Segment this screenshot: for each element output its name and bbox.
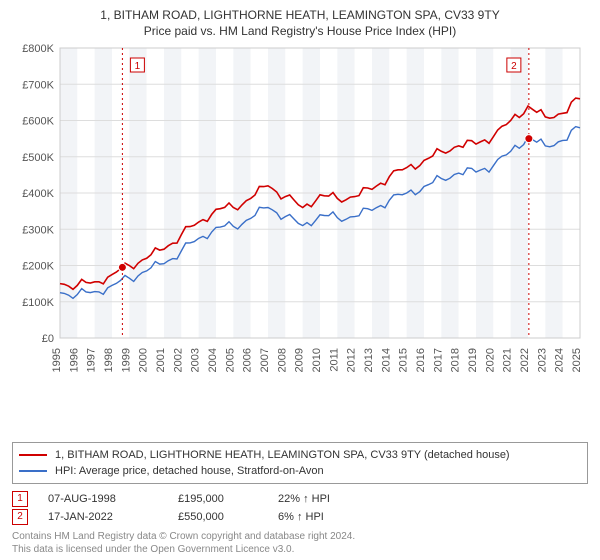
svg-text:2013: 2013 <box>363 348 375 372</box>
legend-swatch-price <box>19 454 47 456</box>
svg-text:2018: 2018 <box>450 348 462 372</box>
svg-text:1999: 1999 <box>120 348 132 372</box>
svg-text:2025: 2025 <box>571 348 583 372</box>
event-price: £550,000 <box>178 511 258 523</box>
svg-text:£100K: £100K <box>22 297 54 309</box>
chart-title: 1, BITHAM ROAD, LIGHTHORNE HEATH, LEAMIN… <box>12 8 588 22</box>
svg-text:£500K: £500K <box>22 152 54 164</box>
event-date: 17-JAN-2022 <box>48 511 158 523</box>
svg-text:2005: 2005 <box>224 348 236 372</box>
svg-text:1998: 1998 <box>103 348 115 372</box>
svg-text:£600K: £600K <box>22 116 54 128</box>
svg-text:2004: 2004 <box>207 348 219 372</box>
legend-swatch-hpi <box>19 470 47 472</box>
svg-text:2000: 2000 <box>138 348 150 372</box>
svg-text:1: 1 <box>135 61 141 72</box>
attribution: Contains HM Land Registry data © Crown c… <box>12 530 588 556</box>
attribution-line: This data is licensed under the Open Gov… <box>12 543 588 556</box>
event-date: 07-AUG-1998 <box>48 493 158 505</box>
legend-label-price: 1, BITHAM ROAD, LIGHTHORNE HEATH, LEAMIN… <box>55 449 510 461</box>
svg-text:2010: 2010 <box>311 348 323 372</box>
event-marker: 1 <box>12 491 28 507</box>
chart-svg: £0 £100K £200K £300K £400K £500K £600K £700K £80… <box>12 44 588 374</box>
event-row: 2 17-JAN-2022 £550,000 6% ↑ HPI <box>12 508 588 526</box>
chart-subtitle: Price paid vs. HM Land Registry's House … <box>12 24 588 38</box>
attribution-line: Contains HM Land Registry data © Crown c… <box>12 530 588 543</box>
svg-text:2021: 2021 <box>502 348 514 372</box>
svg-text:2017: 2017 <box>432 348 444 372</box>
legend-row-price: 1, BITHAM ROAD, LIGHTHORNE HEATH, LEAMIN… <box>19 447 581 463</box>
event-row: 1 07-AUG-1998 £195,000 22% ↑ HPI <box>12 490 588 508</box>
legend-row-hpi: HPI: Average price, detached house, Stra… <box>19 463 581 479</box>
event-delta: 22% ↑ HPI <box>278 493 378 505</box>
svg-text:2016: 2016 <box>415 348 427 372</box>
svg-text:2006: 2006 <box>242 348 254 372</box>
svg-text:2007: 2007 <box>259 348 271 372</box>
svg-text:£300K: £300K <box>22 224 54 236</box>
svg-text:2020: 2020 <box>484 348 496 372</box>
svg-text:2002: 2002 <box>172 348 184 372</box>
svg-text:2023: 2023 <box>536 348 548 372</box>
svg-text:£200K: £200K <box>22 261 54 273</box>
svg-text:1995: 1995 <box>51 348 63 372</box>
svg-text:2008: 2008 <box>276 348 288 372</box>
chart-area: £0 £100K £200K £300K £400K £500K £600K £700K £80… <box>12 44 588 436</box>
event-delta: 6% ↑ HPI <box>278 511 378 523</box>
event-table: 1 07-AUG-1998 £195,000 22% ↑ HPI 2 17-JA… <box>12 490 588 526</box>
svg-text:2022: 2022 <box>519 348 531 372</box>
svg-text:1997: 1997 <box>86 348 98 372</box>
svg-text:2001: 2001 <box>155 348 167 372</box>
legend: 1, BITHAM ROAD, LIGHTHORNE HEATH, LEAMIN… <box>12 442 588 484</box>
svg-text:2015: 2015 <box>398 348 410 372</box>
svg-text:2012: 2012 <box>346 348 358 372</box>
svg-text:1996: 1996 <box>68 348 80 372</box>
svg-text:2: 2 <box>511 61 517 72</box>
svg-text:2011: 2011 <box>328 348 340 372</box>
svg-text:2014: 2014 <box>380 348 392 372</box>
event-marker: 2 <box>12 509 28 525</box>
legend-label-hpi: HPI: Average price, detached house, Stra… <box>55 465 324 477</box>
svg-text:2024: 2024 <box>554 348 566 372</box>
svg-text:£800K: £800K <box>22 44 54 55</box>
svg-text:2003: 2003 <box>190 348 202 372</box>
svg-text:2009: 2009 <box>294 348 306 372</box>
svg-text:£0: £0 <box>42 333 54 345</box>
svg-text:£400K: £400K <box>22 188 54 200</box>
event-price: £195,000 <box>178 493 258 505</box>
svg-text:2019: 2019 <box>467 348 479 372</box>
svg-text:£700K: £700K <box>22 79 54 91</box>
